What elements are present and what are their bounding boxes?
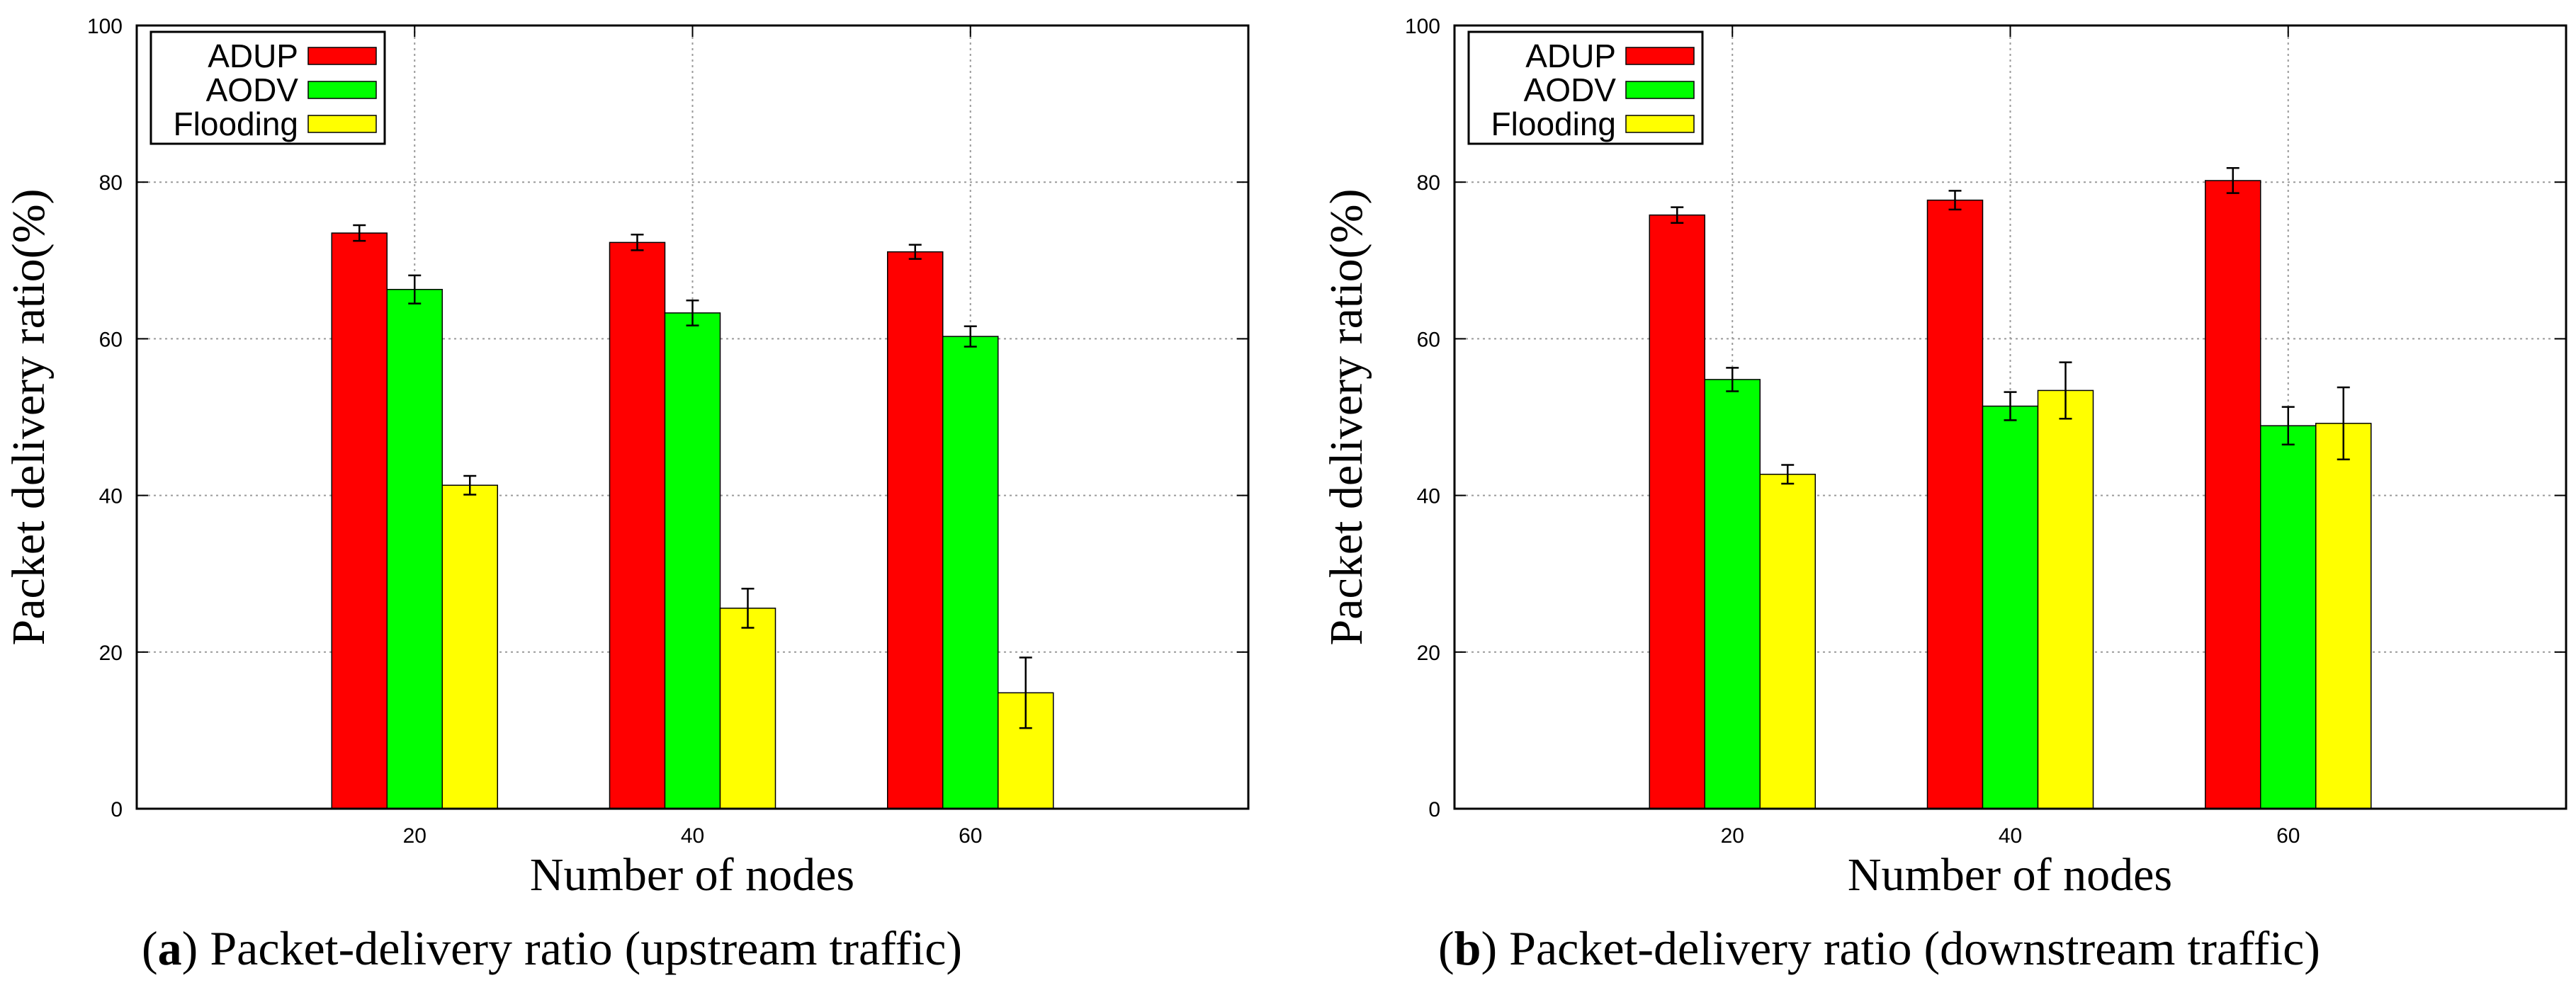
x-tick-label: 20 bbox=[1721, 824, 1744, 848]
bar-adup-40 bbox=[1926, 199, 1984, 809]
y-tick-label: 0 bbox=[111, 798, 123, 821]
bar-adup-60 bbox=[887, 251, 944, 809]
bar-adup-20 bbox=[1649, 214, 1705, 809]
x-tick-label: 60 bbox=[2276, 824, 2300, 848]
bar-flooding-20 bbox=[441, 484, 498, 809]
bar-aodv-60 bbox=[942, 336, 999, 809]
y-tick-label: 100 bbox=[87, 15, 123, 38]
x-axis-label: Number of nodes bbox=[530, 849, 854, 901]
x-tick-label: 20 bbox=[403, 824, 426, 848]
bar-aodv-20 bbox=[1704, 379, 1761, 809]
legend-label-adup: ADUP bbox=[208, 38, 298, 74]
x-axis-label: Number of nodes bbox=[1848, 849, 2172, 901]
x-tick-label: 40 bbox=[681, 824, 704, 848]
y-tick-label: 80 bbox=[99, 171, 123, 195]
y-tick-label: 20 bbox=[99, 642, 123, 665]
legend-swatch-flooding bbox=[1625, 115, 1695, 133]
y-tick-label: 40 bbox=[1417, 485, 1440, 508]
caption-b: (b) Packet-delivery ratio (downstream tr… bbox=[1438, 921, 2320, 975]
y-axis-label: Packet delivery ratio(%) bbox=[3, 188, 55, 645]
legend-swatch-adup bbox=[1625, 47, 1695, 65]
bar-aodv-40 bbox=[664, 312, 721, 809]
plot-frame bbox=[135, 24, 1250, 810]
y-tick-label: 60 bbox=[99, 328, 123, 351]
bar-adup-60 bbox=[2205, 180, 2261, 809]
bar-adup-40 bbox=[609, 241, 666, 809]
legend-swatch-aodv bbox=[1625, 81, 1695, 99]
legend-swatch-adup bbox=[307, 47, 377, 65]
y-tick-label: 20 bbox=[1417, 642, 1440, 665]
y-tick-label: 0 bbox=[1428, 798, 1440, 821]
legend-label-adup: ADUP bbox=[1525, 38, 1616, 74]
x-tick-label: 60 bbox=[959, 824, 982, 848]
x-tick-label: 40 bbox=[1999, 824, 2022, 848]
y-tick-label: 40 bbox=[99, 485, 123, 508]
legend-swatch-aodv bbox=[307, 81, 377, 99]
bar-aodv-20 bbox=[386, 288, 443, 809]
legend-swatch-flooding bbox=[307, 115, 377, 133]
bar-aodv-60 bbox=[2260, 425, 2317, 809]
caption-a-text: Packet-delivery ratio (upstream traffic) bbox=[210, 921, 963, 975]
legend-label-aodv: AODV bbox=[206, 72, 299, 108]
legend-label-flooding: Flooding bbox=[174, 106, 298, 142]
y-tick-label: 100 bbox=[1405, 15, 1440, 38]
bar-adup-20 bbox=[331, 232, 388, 809]
y-tick-label: 80 bbox=[1417, 171, 1440, 195]
y-tick-label: 60 bbox=[1417, 328, 1440, 351]
bar-flooding-40 bbox=[719, 608, 776, 809]
caption-b-text: Packet-delivery ratio (downstream traffi… bbox=[1509, 921, 2320, 975]
bar-aodv-40 bbox=[1982, 405, 2039, 809]
caption-a-letter: a bbox=[157, 921, 182, 975]
plot-frame bbox=[1453, 24, 2567, 810]
bar-flooding-20 bbox=[1759, 473, 1816, 809]
legend-label-flooding: Flooding bbox=[1491, 106, 1616, 142]
bar-flooding-60 bbox=[2315, 423, 2372, 809]
caption-b-letter: b bbox=[1454, 921, 1481, 975]
caption-a: (a) Packet-delivery ratio (upstream traf… bbox=[142, 921, 963, 975]
y-axis-label: Packet delivery ratio(%) bbox=[1321, 188, 1372, 645]
legend-label-aodv: AODV bbox=[1524, 72, 1617, 108]
bar-flooding-40 bbox=[2037, 389, 2094, 809]
